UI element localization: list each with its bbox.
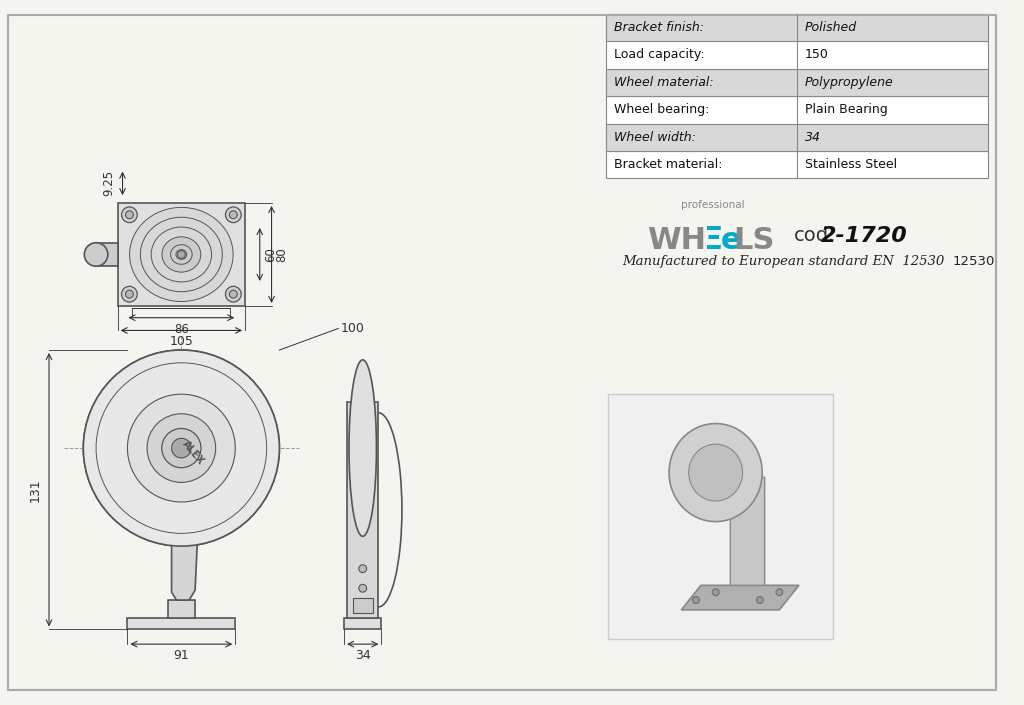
Text: e: e	[721, 226, 741, 255]
Circle shape	[147, 414, 216, 482]
Text: ALEX: ALEX	[180, 439, 206, 467]
Text: 91: 91	[173, 649, 189, 662]
Text: cod.: cod.	[794, 226, 836, 245]
Text: Wheel width:: Wheel width:	[613, 131, 695, 144]
Circle shape	[126, 290, 133, 298]
Bar	[344, 618, 381, 630]
Bar	[606, 123, 988, 151]
Text: Wheel bearing:: Wheel bearing:	[613, 104, 709, 116]
Bar	[168, 600, 196, 618]
Circle shape	[229, 211, 238, 219]
Circle shape	[225, 207, 242, 223]
Circle shape	[126, 211, 133, 219]
Bar	[347, 402, 379, 618]
Ellipse shape	[669, 424, 762, 522]
Bar	[606, 68, 988, 96]
Polygon shape	[681, 585, 799, 610]
Text: Polypropylene: Polypropylene	[805, 76, 894, 89]
Ellipse shape	[349, 360, 377, 537]
Text: LS: LS	[733, 226, 774, 255]
Ellipse shape	[130, 207, 233, 302]
Bar	[606, 14, 988, 42]
Bar	[118, 203, 245, 306]
Circle shape	[713, 589, 719, 596]
Circle shape	[147, 414, 216, 482]
Text: 131: 131	[29, 478, 41, 501]
Text: Stainless Steel: Stainless Steel	[805, 158, 897, 171]
Text: 100: 100	[341, 322, 365, 335]
Text: 34: 34	[805, 131, 821, 144]
Circle shape	[692, 596, 699, 603]
Text: 105: 105	[169, 336, 194, 348]
Text: 2-1720: 2-1720	[820, 226, 907, 245]
Text: 86: 86	[174, 323, 188, 336]
Text: 34: 34	[355, 649, 371, 662]
Ellipse shape	[162, 237, 201, 272]
Bar	[353, 598, 373, 613]
Ellipse shape	[176, 250, 186, 259]
Text: 80: 80	[275, 247, 289, 262]
Circle shape	[229, 290, 238, 298]
Circle shape	[122, 286, 137, 302]
Text: 9.25: 9.25	[102, 171, 116, 197]
Circle shape	[84, 243, 108, 266]
Bar	[608, 394, 834, 639]
Text: 12530: 12530	[953, 255, 995, 269]
Text: Wheel material:: Wheel material:	[613, 76, 714, 89]
Circle shape	[122, 207, 137, 223]
Circle shape	[162, 429, 201, 467]
Text: 150: 150	[805, 49, 828, 61]
Text: WH: WH	[647, 226, 706, 255]
Polygon shape	[730, 467, 765, 585]
Text: Plain Bearing: Plain Bearing	[805, 104, 888, 116]
Ellipse shape	[152, 227, 212, 282]
Circle shape	[225, 286, 242, 302]
Text: Load capacity:: Load capacity:	[613, 49, 705, 61]
Text: professional: professional	[681, 200, 744, 210]
Bar	[96, 243, 118, 266]
Text: 60: 60	[264, 247, 276, 262]
Circle shape	[83, 350, 280, 546]
Text: 80: 80	[174, 290, 188, 303]
Circle shape	[172, 439, 191, 458]
Text: Polished: Polished	[805, 21, 857, 34]
Ellipse shape	[171, 245, 193, 264]
Circle shape	[127, 394, 236, 502]
Circle shape	[358, 565, 367, 572]
Polygon shape	[162, 399, 203, 600]
Circle shape	[83, 350, 280, 546]
Circle shape	[757, 596, 763, 603]
Text: Bracket finish:: Bracket finish:	[613, 21, 703, 34]
Circle shape	[776, 589, 782, 596]
Ellipse shape	[689, 444, 742, 501]
Bar	[606, 42, 988, 68]
Circle shape	[177, 250, 185, 259]
Circle shape	[173, 440, 189, 456]
Bar	[127, 618, 236, 630]
Circle shape	[164, 431, 199, 466]
Text: Manufactured to European standard EN  12530: Manufactured to European standard EN 125…	[623, 255, 945, 269]
Bar	[606, 151, 988, 178]
Bar	[606, 96, 988, 123]
Ellipse shape	[140, 217, 222, 292]
Text: Ξ: Ξ	[703, 226, 723, 255]
Circle shape	[358, 584, 367, 592]
Text: Bracket material:: Bracket material:	[613, 158, 722, 171]
